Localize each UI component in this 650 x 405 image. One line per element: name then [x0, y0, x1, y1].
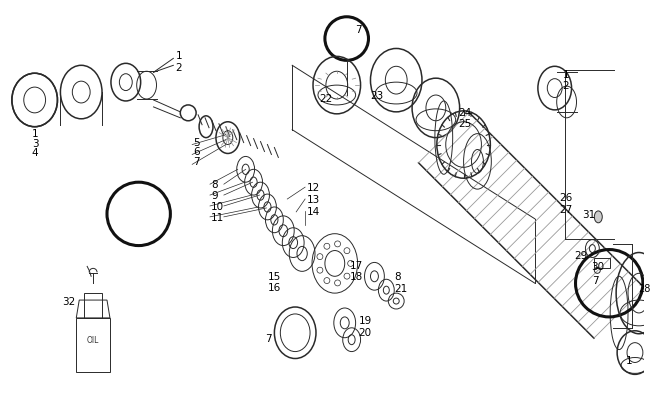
Text: 27: 27 — [560, 205, 573, 214]
Text: 25: 25 — [459, 118, 472, 128]
Text: 5: 5 — [193, 137, 200, 147]
Text: 31: 31 — [582, 209, 595, 220]
Text: 1: 1 — [32, 128, 38, 139]
Text: 6: 6 — [193, 147, 200, 157]
Bar — [84, 293, 102, 318]
Text: 24: 24 — [459, 108, 472, 117]
Text: 18: 18 — [350, 272, 363, 281]
Text: 28: 28 — [638, 284, 650, 294]
Text: 1: 1 — [626, 356, 632, 366]
Text: 8: 8 — [211, 180, 218, 190]
Text: 7: 7 — [355, 25, 361, 34]
Text: 10: 10 — [211, 201, 224, 211]
Text: 22: 22 — [319, 94, 332, 104]
Text: 2: 2 — [176, 63, 182, 73]
Text: 12: 12 — [307, 183, 320, 193]
Ellipse shape — [594, 211, 603, 223]
Text: 32: 32 — [62, 296, 75, 306]
Text: 4: 4 — [32, 148, 38, 158]
Text: 2: 2 — [563, 81, 569, 91]
Bar — [594, 259, 610, 269]
Text: 9: 9 — [211, 191, 218, 200]
Text: 26: 26 — [560, 192, 573, 202]
Text: 7: 7 — [193, 157, 200, 167]
Text: 23: 23 — [370, 91, 383, 101]
Text: 14: 14 — [307, 207, 320, 216]
Text: 1: 1 — [563, 70, 569, 80]
Bar — [76, 318, 110, 373]
Text: 3: 3 — [32, 138, 38, 148]
Text: 1: 1 — [176, 51, 182, 61]
Text: 11: 11 — [211, 212, 224, 222]
Text: OIL: OIL — [87, 335, 99, 344]
Polygon shape — [76, 301, 110, 318]
Text: 29: 29 — [575, 251, 588, 261]
Text: 13: 13 — [307, 194, 320, 205]
Text: 16: 16 — [267, 283, 281, 292]
Text: 19: 19 — [359, 315, 372, 325]
Text: 21: 21 — [395, 284, 408, 294]
Text: 17: 17 — [350, 261, 363, 271]
Text: 7: 7 — [592, 275, 599, 286]
Text: 30: 30 — [592, 262, 604, 272]
Text: 8: 8 — [395, 272, 401, 281]
Text: 7: 7 — [265, 333, 272, 343]
Text: 20: 20 — [359, 327, 372, 337]
Text: 15: 15 — [267, 272, 281, 281]
